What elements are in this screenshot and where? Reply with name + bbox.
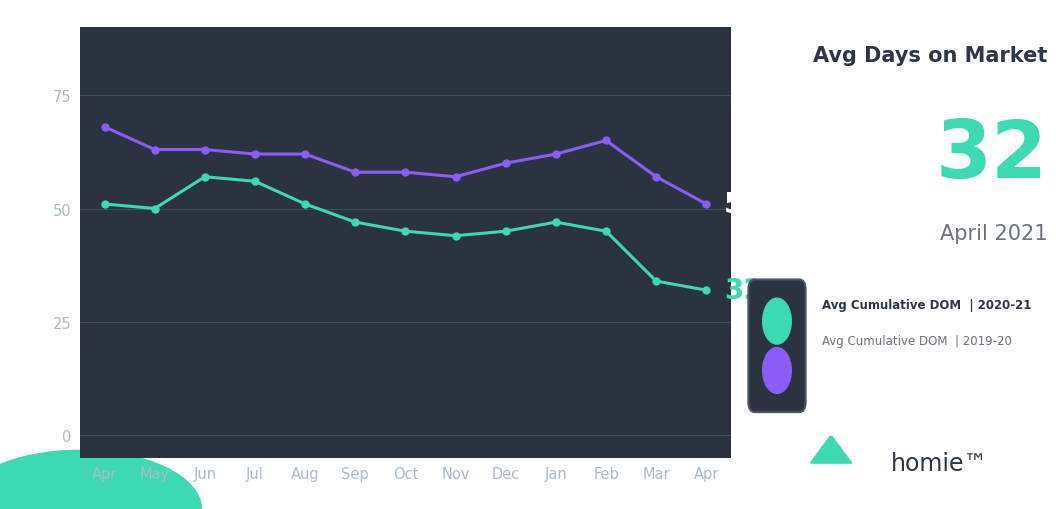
FancyBboxPatch shape: [748, 280, 806, 412]
Text: Avg Cumulative DOM  | 2020-21: Avg Cumulative DOM | 2020-21: [822, 299, 1031, 312]
Text: Avg Days on Market: Avg Days on Market: [813, 46, 1047, 66]
Text: Avg Cumulative DOM  | 2019-20: Avg Cumulative DOM | 2019-20: [822, 334, 1011, 348]
Polygon shape: [827, 420, 836, 435]
Text: April 2021: April 2021: [940, 224, 1047, 244]
Circle shape: [763, 348, 791, 393]
Polygon shape: [810, 435, 852, 463]
Circle shape: [763, 299, 791, 345]
Text: 32: 32: [724, 276, 762, 304]
Text: 32: 32: [935, 117, 1047, 195]
Text: 51: 51: [724, 190, 762, 218]
Text: homie™: homie™: [890, 451, 988, 475]
